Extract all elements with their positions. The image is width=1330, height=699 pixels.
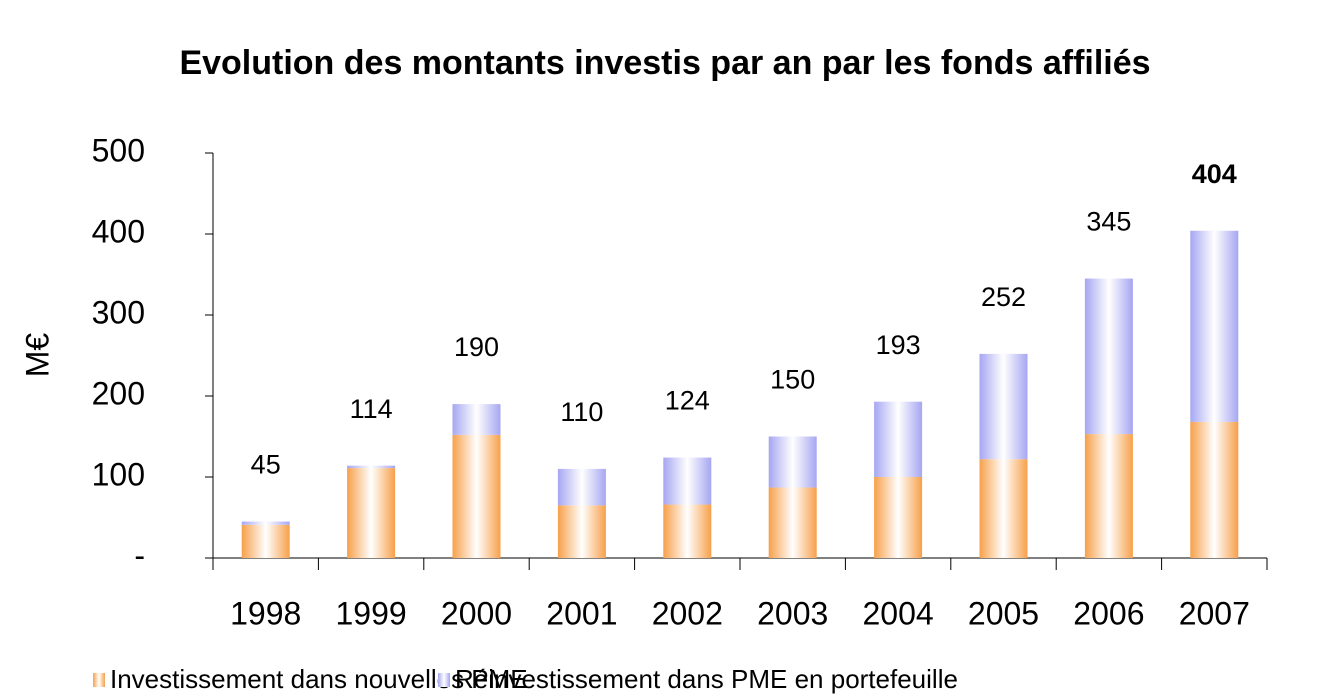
total-label: 150 — [770, 365, 815, 395]
legend-swatch — [438, 673, 450, 687]
bar-segment — [347, 465, 396, 469]
bar-segment — [1190, 230, 1239, 422]
bar-segment — [979, 353, 1028, 460]
chart-title: Evolution des montants investis par an p… — [179, 44, 1151, 82]
total-label: 114 — [350, 394, 393, 424]
bar-segment — [557, 505, 606, 558]
y-tick-label: 100 — [92, 456, 145, 492]
bar-segment — [1084, 434, 1133, 558]
total-label: 190 — [454, 332, 499, 362]
bar-segment — [347, 468, 396, 558]
y-tick-label: - — [134, 537, 145, 573]
x-tick-label: 2004 — [863, 595, 934, 631]
total-label: 345 — [1086, 207, 1131, 237]
legend-label: Investissement dans nouvelles PME — [110, 664, 528, 694]
x-tick-label: 2002 — [652, 595, 723, 631]
y-tick-label: 500 — [92, 132, 145, 168]
bar-segment — [663, 504, 712, 558]
x-tick-label: 2000 — [441, 595, 512, 631]
legend-label: Réinvestissement dans PME en portefeuill… — [455, 664, 958, 694]
x-tick-label: 2005 — [968, 595, 1039, 631]
bar-segment — [874, 401, 923, 477]
bar-segment — [979, 459, 1028, 558]
bar-segment — [241, 521, 290, 525]
bar-segment — [768, 487, 817, 558]
bar-segment — [557, 468, 606, 506]
bar-segment — [241, 524, 290, 558]
total-label: 124 — [665, 386, 710, 416]
x-tick-label: 2007 — [1179, 595, 1250, 631]
bar-segment — [1190, 421, 1239, 558]
total-label: 193 — [876, 330, 921, 360]
x-tick-label: 2001 — [546, 595, 617, 631]
y-tick-label: 400 — [92, 213, 145, 249]
y-tick-label: 300 — [92, 294, 145, 330]
x-tick-label: 1999 — [336, 595, 407, 631]
bar-segment — [1084, 278, 1133, 435]
legend-swatch — [93, 673, 105, 687]
x-tick-label: 2003 — [757, 595, 828, 631]
bar-segment — [452, 434, 501, 558]
y-axis-label: M€ — [19, 333, 55, 378]
total-label: 45 — [251, 450, 281, 480]
total-label: 110 — [560, 397, 603, 427]
bar-segment — [768, 436, 817, 488]
x-tick-label: 2006 — [1073, 595, 1144, 631]
x-tick-label: 1998 — [230, 595, 301, 631]
total-label: 404 — [1192, 159, 1237, 189]
total-label: 252 — [981, 282, 1026, 312]
bar-segment — [663, 457, 712, 505]
bar-segment — [874, 477, 923, 558]
bar-segment — [452, 404, 501, 435]
y-tick-label: 200 — [92, 375, 145, 411]
